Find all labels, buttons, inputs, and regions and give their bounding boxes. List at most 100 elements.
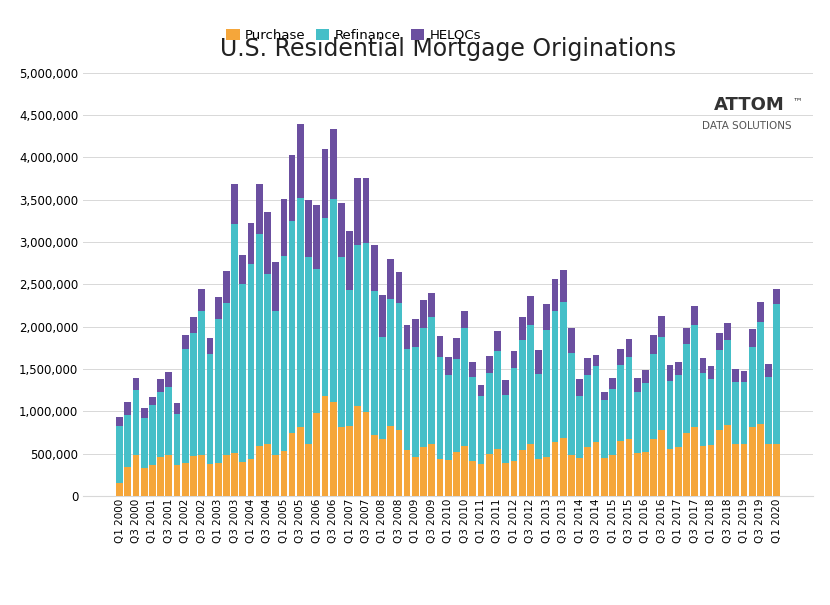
Bar xyxy=(124,467,131,496)
Bar xyxy=(544,304,550,330)
Bar xyxy=(247,223,254,264)
Bar xyxy=(519,316,525,340)
Bar xyxy=(354,246,361,407)
Bar xyxy=(560,302,567,437)
Bar xyxy=(330,402,336,496)
Bar xyxy=(757,424,764,496)
Bar xyxy=(445,460,452,496)
Bar xyxy=(749,428,755,496)
Bar xyxy=(445,375,452,460)
Bar xyxy=(757,302,764,322)
Bar xyxy=(124,415,131,467)
Bar xyxy=(666,449,673,496)
Bar xyxy=(576,379,583,396)
Bar xyxy=(716,333,723,350)
Title: U.S. Residential Mortgage Originations: U.S. Residential Mortgage Originations xyxy=(220,37,676,61)
Bar xyxy=(379,439,386,496)
Bar xyxy=(157,392,164,457)
Bar xyxy=(149,397,156,405)
Bar xyxy=(157,379,164,392)
Bar xyxy=(403,348,411,450)
Bar xyxy=(552,442,559,496)
Bar xyxy=(560,437,567,496)
Bar xyxy=(388,426,394,496)
Bar xyxy=(388,259,394,299)
Bar xyxy=(626,357,632,439)
Bar xyxy=(552,310,559,442)
Bar xyxy=(215,297,222,319)
Bar xyxy=(264,443,271,496)
Bar xyxy=(182,335,188,348)
Bar xyxy=(371,291,378,435)
Bar xyxy=(626,439,632,496)
Bar xyxy=(502,463,509,496)
Bar xyxy=(774,443,780,496)
Bar xyxy=(593,355,599,365)
Bar xyxy=(420,447,427,496)
Bar xyxy=(527,443,534,496)
Bar xyxy=(420,301,427,329)
Bar xyxy=(272,456,279,496)
Bar xyxy=(141,468,148,496)
Bar xyxy=(396,272,403,303)
Bar xyxy=(437,357,443,459)
Bar xyxy=(510,352,517,368)
Bar xyxy=(461,310,468,327)
Bar xyxy=(116,417,123,426)
Bar xyxy=(256,183,262,234)
Bar xyxy=(765,377,772,445)
Bar xyxy=(305,200,312,257)
Bar xyxy=(544,330,550,457)
Bar xyxy=(223,456,230,496)
Bar xyxy=(363,243,369,412)
Bar xyxy=(173,414,180,465)
Bar xyxy=(568,353,575,454)
Bar xyxy=(642,370,649,382)
Bar xyxy=(116,483,123,496)
Bar xyxy=(363,412,369,496)
Bar xyxy=(264,212,271,274)
Bar xyxy=(691,427,698,496)
Bar xyxy=(510,462,517,496)
Bar xyxy=(461,327,468,446)
Bar xyxy=(314,269,320,413)
Bar xyxy=(708,379,715,445)
Bar xyxy=(346,290,353,426)
Bar xyxy=(732,369,740,382)
Bar xyxy=(724,340,731,425)
Bar xyxy=(403,450,411,496)
Bar xyxy=(281,451,287,496)
Bar xyxy=(593,442,599,496)
Bar xyxy=(601,458,608,496)
Bar xyxy=(207,354,213,464)
Bar xyxy=(198,289,205,310)
Bar xyxy=(363,178,369,243)
Bar xyxy=(675,447,681,496)
Bar xyxy=(732,382,740,443)
Bar xyxy=(478,396,485,464)
Bar xyxy=(207,338,213,354)
Bar xyxy=(379,295,386,337)
Bar xyxy=(609,454,616,496)
Bar xyxy=(165,387,173,454)
Bar xyxy=(124,402,131,415)
Bar xyxy=(141,418,148,468)
Bar xyxy=(428,316,435,443)
Bar xyxy=(215,463,222,496)
Bar xyxy=(371,246,378,291)
Bar xyxy=(494,449,500,496)
Bar xyxy=(757,322,764,424)
Bar xyxy=(182,463,188,496)
Bar xyxy=(609,388,616,454)
Bar xyxy=(519,340,525,450)
Bar xyxy=(658,430,665,496)
Bar xyxy=(527,325,534,443)
Bar xyxy=(281,257,287,451)
Bar xyxy=(321,218,329,396)
Bar xyxy=(749,347,755,428)
Bar xyxy=(683,344,690,433)
Bar xyxy=(428,443,435,496)
Bar xyxy=(708,445,715,496)
Bar xyxy=(190,316,197,333)
Bar xyxy=(650,354,657,439)
